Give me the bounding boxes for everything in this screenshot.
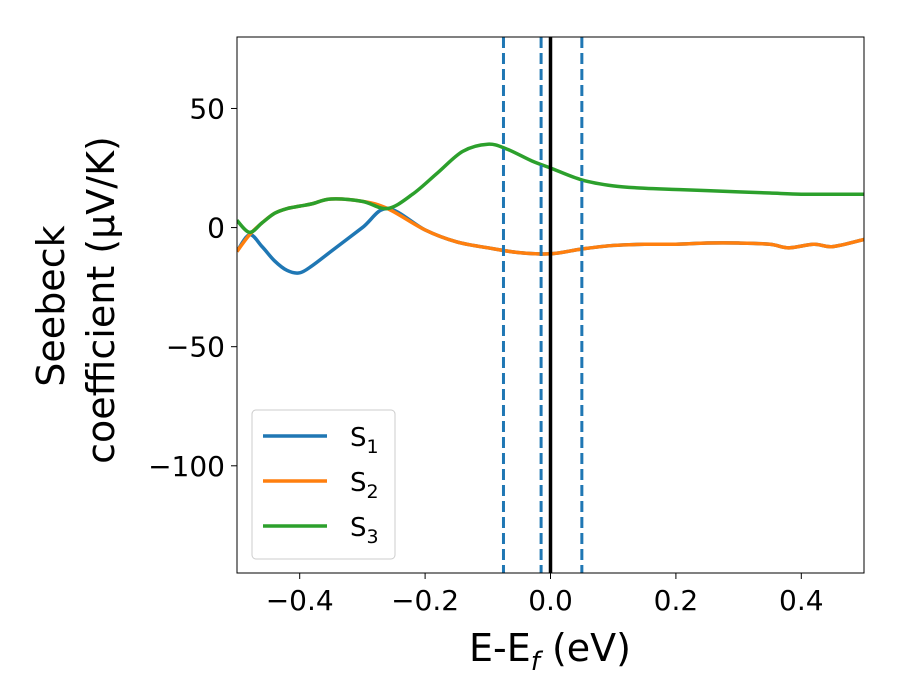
y-tick-label: 0 xyxy=(207,212,225,245)
y-tick-label: −100 xyxy=(148,450,225,483)
legend-label-s3: S3 xyxy=(350,513,379,548)
y-tick-label: 50 xyxy=(189,92,225,125)
y-tick-label: −50 xyxy=(166,331,225,364)
x-tick-label: 0.0 xyxy=(528,584,573,617)
x-tick-label: −0.2 xyxy=(391,584,459,617)
x-tick-label: −0.4 xyxy=(266,584,334,617)
legend-label-s2: S2 xyxy=(350,468,379,503)
y-axis-label: Seebeck coefficient (μV/K) xyxy=(29,136,123,464)
x-tick-label: 0.4 xyxy=(779,584,824,617)
legend-box xyxy=(251,409,396,560)
y-axis: 50 0 −50 −100 xyxy=(148,92,237,483)
x-axis-label: E-Ef (eV) xyxy=(469,626,631,677)
legend-label-s1: S1 xyxy=(350,423,379,458)
plot-lines xyxy=(237,37,864,573)
legend: S1 S2 S3 xyxy=(251,409,396,560)
x-tick-label: 0.2 xyxy=(654,584,699,617)
x-axis: −0.4 −0.2 0.0 0.2 0.4 xyxy=(266,573,824,617)
series-line-s3 xyxy=(237,142,864,235)
